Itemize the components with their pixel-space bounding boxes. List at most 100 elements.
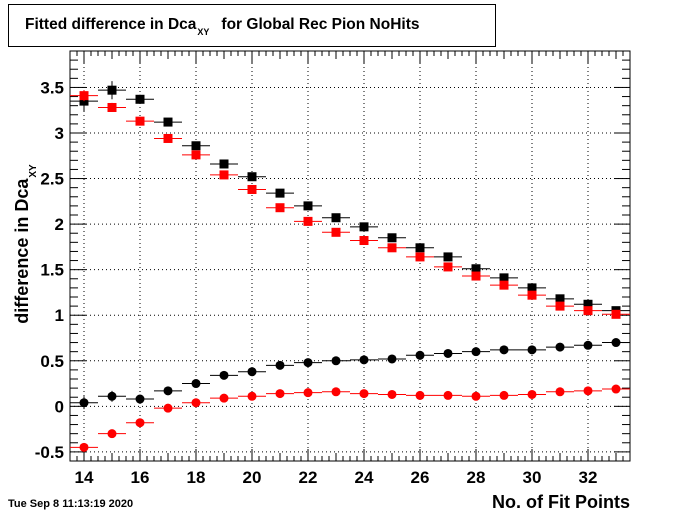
x-tick-label: 28 bbox=[467, 468, 486, 487]
x-tick-label: 14 bbox=[75, 468, 94, 487]
data-point bbox=[219, 159, 229, 169]
data-point bbox=[415, 252, 425, 262]
data-point bbox=[331, 356, 341, 366]
data-point bbox=[499, 280, 509, 290]
y-tick-label: 2.5 bbox=[40, 170, 64, 189]
data-point bbox=[247, 367, 257, 377]
data-point bbox=[79, 442, 89, 452]
data-point bbox=[191, 398, 201, 408]
y-tick-label: 3.5 bbox=[40, 78, 64, 97]
data-point bbox=[163, 117, 173, 127]
data-point bbox=[471, 264, 481, 274]
title-main: Fitted difference in Dca bbox=[25, 16, 197, 33]
data-point bbox=[135, 116, 145, 126]
data-point bbox=[415, 350, 425, 360]
data-point bbox=[303, 358, 313, 368]
data-point bbox=[387, 243, 397, 253]
data-point bbox=[107, 429, 117, 439]
y-tick-label: -0.5 bbox=[35, 443, 64, 462]
data-point bbox=[583, 386, 593, 396]
data-point bbox=[611, 384, 621, 394]
data-point bbox=[303, 201, 313, 211]
chart-title: Fitted difference in DcaXY for Global Rec… bbox=[25, 16, 420, 37]
data-point bbox=[443, 262, 453, 272]
data-point bbox=[583, 299, 593, 309]
data-point bbox=[499, 345, 509, 355]
x-tick-label: 24 bbox=[355, 468, 374, 487]
axis-ticks: 14 16 18 20 22 24 26 28 30 32 -0.5 0 0.5 1 1.5 2 2.5 3 3.5 bbox=[35, 50, 631, 487]
data-point bbox=[247, 391, 257, 401]
title-rest: for Global Rec Pion NoHits bbox=[221, 16, 420, 33]
data-point bbox=[219, 370, 229, 380]
y-tick-label: 1.5 bbox=[40, 261, 64, 280]
data-point bbox=[443, 252, 453, 262]
data-point bbox=[359, 389, 369, 399]
data-point bbox=[527, 345, 537, 355]
data-point bbox=[107, 102, 117, 112]
data-point bbox=[443, 390, 453, 400]
data-point bbox=[275, 360, 285, 370]
data-point bbox=[499, 273, 509, 283]
data-point bbox=[555, 342, 565, 352]
data-point bbox=[583, 340, 593, 350]
data-point bbox=[611, 338, 621, 348]
data-point bbox=[191, 141, 201, 151]
data-point bbox=[135, 418, 145, 428]
data-point bbox=[247, 184, 257, 194]
data-point bbox=[275, 203, 285, 213]
y-axis-label: difference in DcaXY bbox=[12, 164, 39, 323]
series-3 bbox=[70, 384, 630, 452]
series-1 bbox=[70, 90, 630, 319]
data-point bbox=[163, 133, 173, 143]
data-point bbox=[219, 170, 229, 180]
x-tick-label: 18 bbox=[187, 468, 206, 487]
title-box: Fitted difference in DcaXY for Global Rec… bbox=[8, 4, 496, 47]
data-point bbox=[415, 243, 425, 253]
data-point bbox=[331, 387, 341, 397]
data-point bbox=[331, 213, 341, 223]
data-point bbox=[471, 271, 481, 281]
y-tick-label: 1 bbox=[55, 306, 64, 325]
data-point bbox=[275, 389, 285, 399]
x-tick-label: 22 bbox=[299, 468, 318, 487]
data-point bbox=[135, 94, 145, 104]
data-point bbox=[331, 227, 341, 237]
series-2 bbox=[70, 338, 630, 410]
data-point bbox=[275, 188, 285, 198]
data-point bbox=[107, 85, 117, 95]
data-point bbox=[555, 387, 565, 397]
series-0 bbox=[70, 81, 630, 316]
title-subscript: XY bbox=[197, 27, 210, 37]
x-tick-label: 16 bbox=[131, 468, 150, 487]
data-series bbox=[70, 81, 630, 452]
y-tick-label: 0 bbox=[55, 397, 64, 416]
data-point bbox=[303, 216, 313, 226]
data-point bbox=[247, 172, 257, 182]
data-point bbox=[163, 403, 173, 413]
x-tick-label: 32 bbox=[579, 468, 598, 487]
data-point bbox=[79, 398, 89, 408]
data-point bbox=[415, 390, 425, 400]
data-point bbox=[135, 394, 145, 404]
data-point bbox=[583, 306, 593, 316]
y-axis-label-subscript: XY bbox=[28, 164, 39, 178]
data-point bbox=[555, 301, 565, 311]
data-point bbox=[359, 355, 369, 365]
data-point bbox=[359, 236, 369, 246]
timestamp: Tue Sep 8 11:13:19 2020 bbox=[8, 498, 134, 510]
data-point bbox=[359, 222, 369, 232]
data-point bbox=[107, 391, 117, 401]
data-point bbox=[527, 290, 537, 300]
data-point bbox=[527, 283, 537, 293]
data-point bbox=[499, 390, 509, 400]
data-point bbox=[443, 348, 453, 358]
x-tick-label: 20 bbox=[243, 468, 262, 487]
data-point bbox=[191, 150, 201, 160]
data-point bbox=[219, 393, 229, 403]
y-tick-label: 0.5 bbox=[40, 352, 64, 371]
data-point bbox=[555, 294, 565, 304]
data-point bbox=[303, 388, 313, 398]
data-point bbox=[611, 309, 621, 319]
data-point bbox=[471, 347, 481, 357]
data-point bbox=[387, 389, 397, 399]
